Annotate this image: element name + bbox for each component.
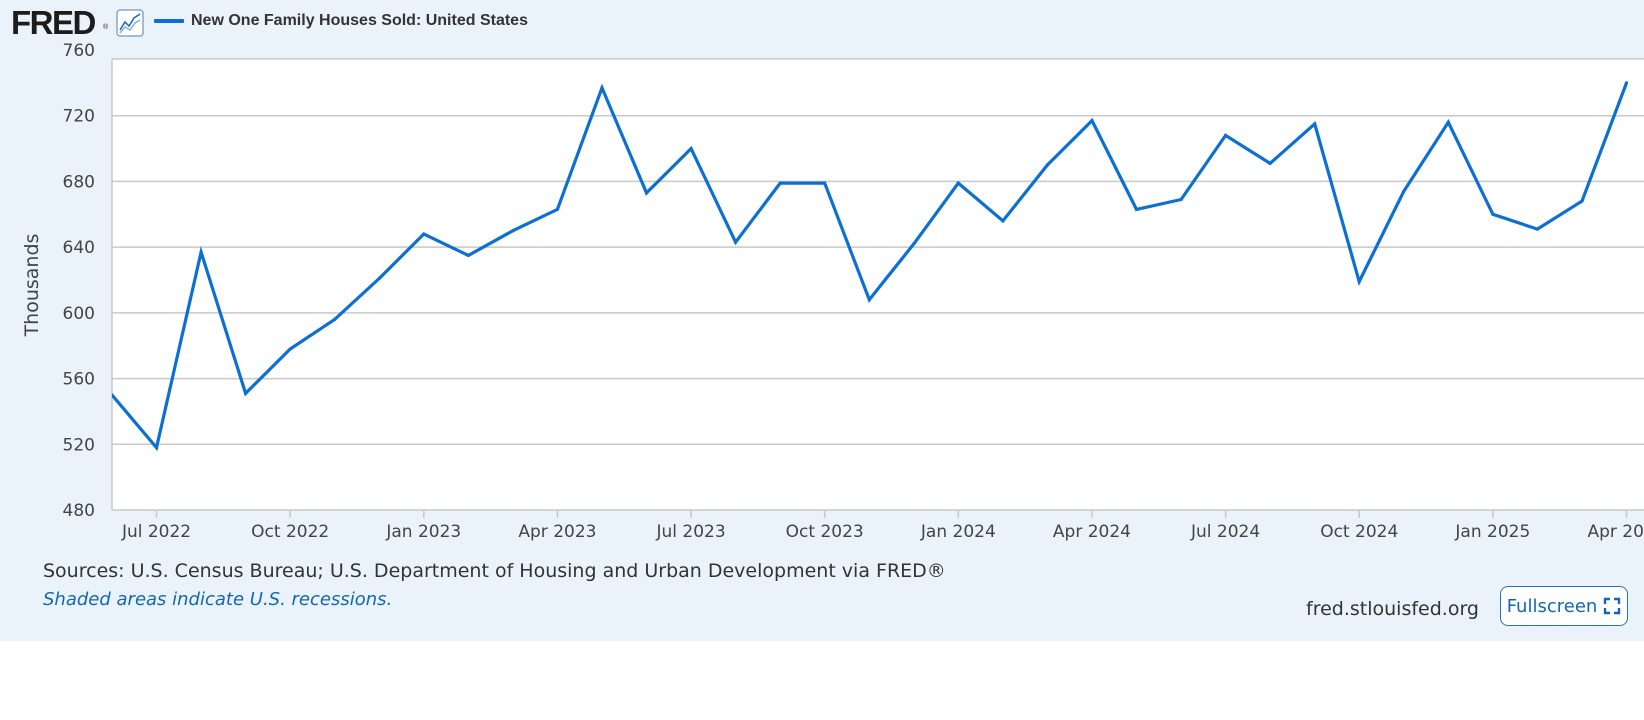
y-tick-label: 760 <box>63 41 95 61</box>
data-point <box>1446 120 1450 124</box>
line-chart: 480 520 560 600 640 680 720 760 Jul 2022 Oct 202… <box>21 41 1644 542</box>
data-point <box>555 207 560 211</box>
data-point <box>154 446 159 450</box>
fullscreen-label: Fullscreen <box>1506 595 1598 617</box>
data-point <box>112 393 114 397</box>
x-tick-label: Jan 2024 <box>920 522 996 542</box>
data-point <box>377 276 381 280</box>
data-point <box>1402 189 1406 193</box>
data-point <box>1535 227 1539 231</box>
x-tick-label: Jan 2025 <box>1454 522 1530 542</box>
y-tick-label: 600 <box>63 304 95 324</box>
y-tick-labels: 480 520 560 600 640 680 720 760 <box>63 41 95 521</box>
x-tick-label: Oct 2023 <box>786 522 864 542</box>
data-point <box>867 298 871 302</box>
line-graph-icon[interactable] <box>116 9 144 37</box>
y-tick-label: 720 <box>63 107 95 127</box>
data-point <box>1179 197 1183 202</box>
registered-mark: ® <box>103 24 109 31</box>
data-point <box>823 181 827 185</box>
chart-legend: New One Family Houses Sold: United State… <box>154 12 528 30</box>
legend-label: New One Family Houses Sold: United State… <box>191 12 528 29</box>
data-point <box>1491 212 1495 216</box>
data-point <box>1090 119 1094 123</box>
chart-frame: FRED ® New One Family Houses Sold: Unite… <box>0 0 1644 641</box>
x-tick-label: Apr 2024 <box>1053 522 1131 542</box>
data-point <box>956 181 960 185</box>
y-tick-label: 520 <box>63 435 95 455</box>
data-point <box>199 250 203 254</box>
x-tick-label: Jul 2022 <box>121 522 191 542</box>
x-tick-labels: Jul 2022 Oct 2022 Jan 2023 Apr 2023 Jul 2023… <box>121 510 1644 542</box>
data-point <box>1134 207 1139 211</box>
data-point <box>333 317 337 321</box>
data-point <box>600 86 604 90</box>
data-point <box>734 240 738 244</box>
expand-icon <box>1604 597 1621 615</box>
y-tick-label: 560 <box>63 370 95 390</box>
data-point <box>912 242 916 246</box>
data-point <box>422 232 426 236</box>
data-point <box>1580 199 1584 203</box>
data-point <box>778 181 782 185</box>
x-tick-label: Oct 2022 <box>251 522 329 542</box>
fred-logo[interactable]: FRED <box>11 4 96 41</box>
data-point <box>689 147 693 151</box>
data-point <box>644 191 649 195</box>
data-point <box>1313 122 1317 126</box>
data-point <box>466 253 470 257</box>
x-tick-label: Apr 2023 <box>518 522 596 542</box>
x-tick-label: Jul 2023 <box>655 522 725 542</box>
data-point <box>1045 163 1049 167</box>
data-points <box>112 81 1629 450</box>
y-axis-label: Thousands <box>21 234 43 338</box>
site-url[interactable]: fred.stlouisfed.org <box>1306 598 1479 620</box>
data-point <box>511 229 515 233</box>
y-tick-label: 480 <box>63 501 95 521</box>
data-point <box>244 391 248 395</box>
x-tick-label: Oct 2024 <box>1320 522 1398 542</box>
data-point <box>1001 219 1005 223</box>
x-tick-label: Jul 2024 <box>1190 522 1260 542</box>
recession-note: Shaded areas indicate U.S. recessions. <box>43 589 393 610</box>
fullscreen-button[interactable]: Fullscreen <box>1500 586 1628 626</box>
x-tick-label: Jan 2023 <box>385 522 461 542</box>
data-point <box>1357 280 1361 284</box>
legend-swatch <box>154 19 184 23</box>
sources-text: Sources: U.S. Census Bureau; U.S. Depart… <box>43 560 946 582</box>
data-point <box>1224 133 1228 137</box>
data-point <box>1268 161 1272 165</box>
plot-area <box>112 59 1644 510</box>
y-tick-label: 680 <box>63 172 95 192</box>
grid-lines <box>112 58 1644 511</box>
x-tick-label: Apr 2025 <box>1587 522 1644 542</box>
y-tick-label: 640 <box>63 238 95 258</box>
fred-logo-text: FRED <box>11 4 96 41</box>
data-point <box>1624 81 1629 85</box>
data-point <box>288 347 292 351</box>
